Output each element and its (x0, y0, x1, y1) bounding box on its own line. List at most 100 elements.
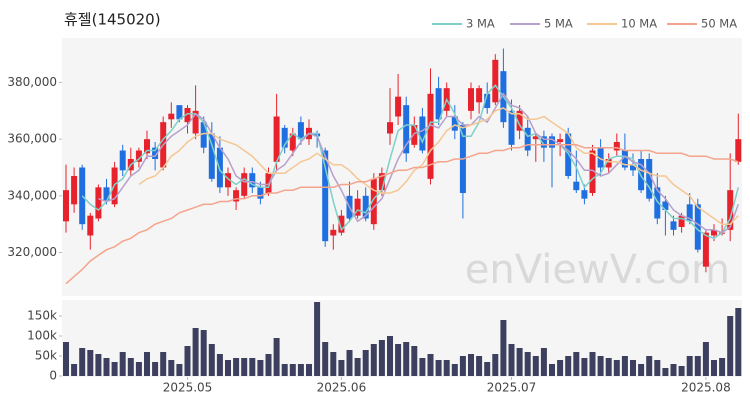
legend-label: 3 MA (466, 17, 495, 31)
volume-bar (370, 344, 377, 376)
candle-body (135, 150, 142, 162)
candle-body (119, 150, 126, 171)
volume-bar (597, 356, 604, 376)
volume-bar (411, 346, 418, 376)
candle-body (273, 116, 280, 162)
candle-body (508, 110, 515, 145)
candle-body (370, 178, 377, 225)
candle-body (192, 110, 199, 134)
volume-bar (346, 350, 353, 376)
volume-bar (354, 358, 361, 376)
candle-body (395, 96, 402, 117)
volume-bar (127, 358, 134, 376)
volume-bar (314, 302, 321, 376)
candle-body (200, 122, 207, 148)
candle-body (451, 116, 458, 131)
chart-title: 휴젤(145020) (64, 11, 161, 29)
volume-bar (111, 362, 118, 376)
volume-bar (419, 358, 426, 376)
y-tick-label: 100k (27, 329, 57, 343)
volume-bar (540, 348, 547, 376)
candle-body (63, 190, 69, 222)
candle-body (152, 147, 159, 159)
y-tick-label: 150k (27, 309, 57, 323)
x-tick-label: 2025.06 (317, 381, 367, 395)
x-tick-label: 2025.08 (681, 381, 731, 395)
volume-bar (565, 356, 572, 376)
volume-bar (573, 352, 580, 376)
volume-bar (63, 342, 69, 376)
candle-body (678, 215, 685, 227)
y-tick-label: 0 (49, 369, 57, 383)
volume-bar (605, 358, 612, 376)
candle-body (605, 159, 612, 168)
volume-bar (395, 344, 402, 376)
candle-body (476, 88, 483, 103)
candle-body (362, 195, 369, 219)
volume-bar (719, 358, 726, 376)
candle-body (208, 133, 215, 179)
candle-body (597, 147, 604, 168)
volume-bar (476, 356, 483, 376)
candle-body (492, 59, 499, 103)
candle-body (468, 88, 474, 111)
volume-bar (95, 354, 102, 376)
candle-body (516, 110, 523, 131)
volume-bar (378, 340, 385, 376)
candle-body (103, 187, 110, 202)
candle-body (249, 173, 256, 188)
volume-bar (484, 362, 491, 376)
candle-body (184, 108, 191, 123)
candle-body (735, 139, 742, 162)
candle-body (613, 142, 620, 151)
candle-body (281, 127, 288, 148)
candle-body (435, 88, 442, 120)
volume-bar (216, 354, 223, 376)
volume-bar (524, 352, 531, 376)
volume-bar (144, 352, 150, 376)
candle-body (549, 136, 555, 148)
volume-bar (678, 366, 685, 376)
volume-bar (257, 360, 264, 376)
candle-body (654, 187, 661, 219)
legend-label: 50 MA (701, 17, 737, 31)
candle-body (71, 176, 78, 205)
volume-bar (281, 364, 288, 376)
volume-bar (338, 360, 345, 376)
volume-bar (646, 356, 653, 376)
volume-bar (670, 364, 677, 376)
volume-bar (233, 358, 240, 376)
volume-bar (735, 308, 742, 376)
volume-bar (492, 354, 499, 376)
volume-bar (241, 358, 248, 376)
volume-bar (727, 316, 734, 376)
volume-bar (135, 362, 142, 376)
volume-bar (289, 364, 296, 376)
volume-bar (702, 342, 709, 376)
candle-body (727, 190, 734, 230)
candle-body (257, 187, 264, 199)
candle-body (225, 173, 231, 188)
volume-bar (362, 350, 369, 376)
candle-body (233, 190, 240, 202)
volume-bar (297, 364, 304, 376)
candle-body (581, 190, 588, 199)
volume-bar (662, 368, 669, 376)
volume-bar (265, 354, 272, 376)
volume-bar (119, 352, 126, 376)
candle-body (87, 215, 94, 236)
candle-body (557, 139, 564, 142)
candle-body (427, 93, 434, 179)
volume-bar (168, 360, 175, 376)
candle-body (419, 116, 426, 151)
y-tick-label: 50k (35, 349, 57, 363)
volume-bar (500, 320, 507, 376)
candle-body (411, 125, 418, 145)
ma-line (138, 107, 739, 225)
candle-body (573, 181, 580, 191)
volume-bar (459, 356, 466, 376)
candle-body (524, 127, 531, 151)
x-tick-label: 2025.07 (487, 381, 537, 395)
volume-bar (176, 364, 183, 376)
